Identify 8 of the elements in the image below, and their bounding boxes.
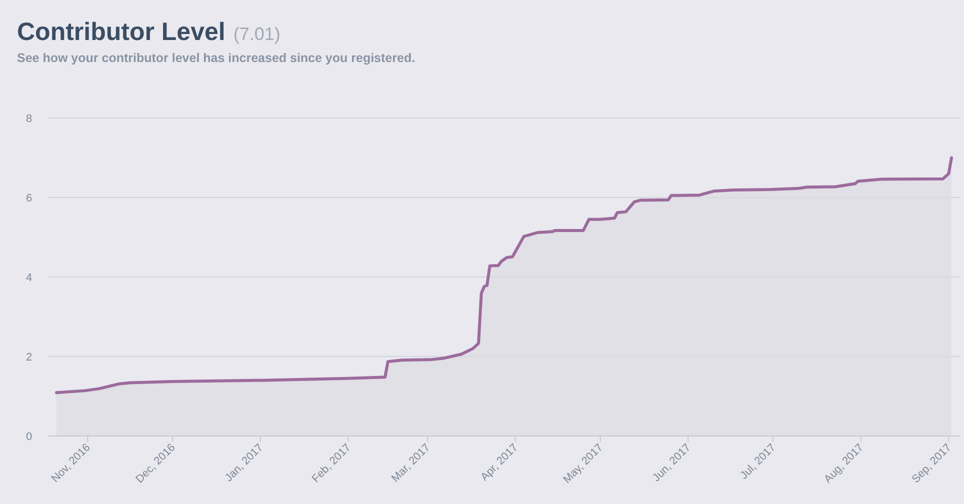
y-tick-label: 0: [26, 431, 32, 443]
chart-subtitle: See how your contributor level has increased since you registered.: [17, 51, 416, 65]
y-tick-label: 8: [26, 113, 32, 125]
y-tick-label: 4: [26, 272, 32, 284]
y-tick-label: 6: [26, 192, 32, 204]
y-tick-label: 2: [26, 352, 32, 364]
chart-title: Contributor Level: [17, 18, 226, 46]
text: (7.01): [233, 24, 280, 44]
